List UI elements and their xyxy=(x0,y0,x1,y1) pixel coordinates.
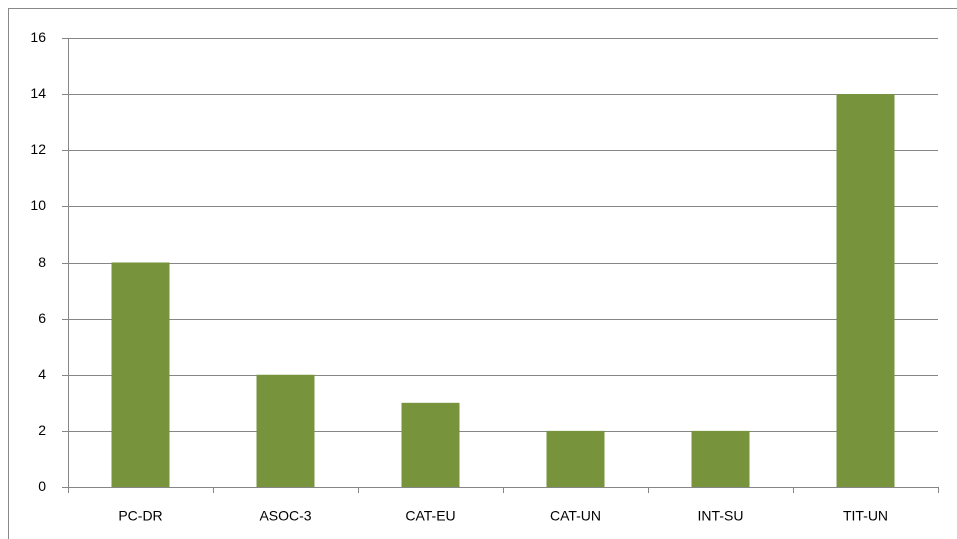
bar xyxy=(401,402,460,487)
bar xyxy=(691,430,750,487)
y-tick-label: 16 xyxy=(30,29,46,45)
y-tick-label: 14 xyxy=(30,85,46,101)
chart-border xyxy=(8,8,957,539)
bar xyxy=(256,374,315,487)
x-tick-label: INT-SU xyxy=(698,508,744,524)
bar xyxy=(111,262,170,487)
x-tick-label: ASOC-3 xyxy=(259,508,311,524)
x-tick-label: CAT-UN xyxy=(550,508,601,524)
bar xyxy=(836,94,895,487)
x-tick-label: PC-DR xyxy=(118,508,162,524)
x-tick-label: TIT-UN xyxy=(843,508,888,524)
y-tick-label: 6 xyxy=(38,310,46,326)
bar xyxy=(546,430,605,487)
y-tick-label: 8 xyxy=(38,254,46,270)
y-tick-label: 0 xyxy=(38,478,46,494)
y-tick-label: 4 xyxy=(38,366,46,382)
y-tick-label: 2 xyxy=(38,422,46,438)
y-tick-label: 12 xyxy=(30,141,46,157)
y-tick-label: 10 xyxy=(30,197,46,213)
x-tick-label: CAT-EU xyxy=(405,508,455,524)
